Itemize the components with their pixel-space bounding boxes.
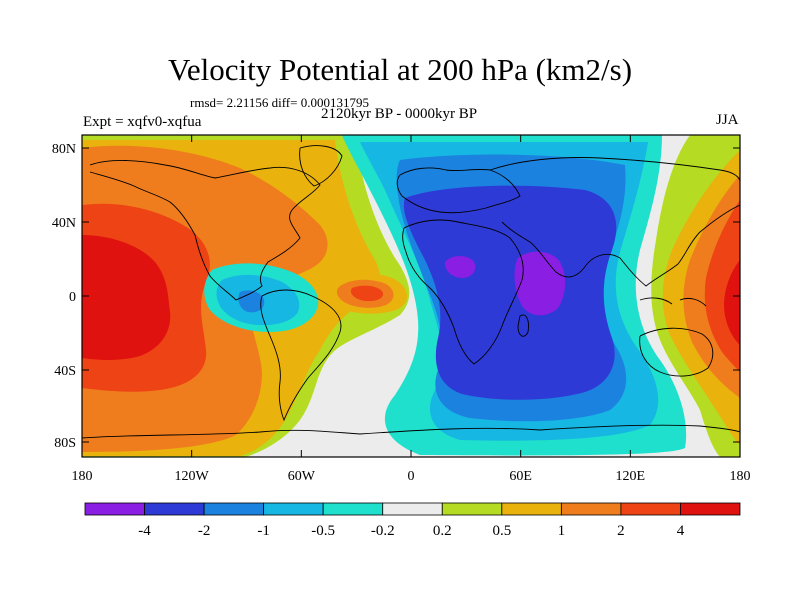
colorbar-swatch [501,502,562,516]
colorbar-swatch [560,502,622,516]
colorbar: -4 -2 -1 -0.5 -0.2 0.2 0.5 1 2 4 [84,502,741,539]
colorbar-swatch [322,502,384,516]
coast-europe [396,167,521,214]
coast-maritime [639,297,707,307]
colorbar-label: -0.2 [371,523,395,539]
colorbar-label: 4 [677,523,685,539]
colorbar-swatch [441,502,503,516]
colorbar-label: 2 [617,523,625,539]
lon-tick-label: 120E [616,469,646,484]
lon-tick-label: 120W [175,469,210,484]
lon-tick-label: 60E [509,469,532,484]
coast-antarctica [82,424,740,439]
coast-asia [489,157,740,287]
neg-africa-2 [403,185,617,400]
experiment-label: Expt = xqfv0-xqfua [83,114,202,130]
lon-tick-label: 180 [72,469,93,484]
coast-north-america [89,160,321,301]
longitude-axis: 180 120W 60W 0 60E 120E 180 [72,135,751,484]
colorbar-label: -4 [138,523,151,539]
lat-tick-label: 40S [54,364,76,379]
period-label: 2120kyr BP - 0000kyr BP [321,106,478,122]
pos-center-atlantic-4 [350,285,384,302]
coast-madagascar [517,314,529,337]
coast-greenland [299,145,343,187]
neg-africa-4a [444,256,476,278]
colorbar-label: 1 [558,523,566,539]
colorbar-swatch [203,502,265,516]
latitude-axis: 80N 40N 0 40S 80S [52,142,740,451]
lat-tick-label: 80S [54,436,76,451]
stats-label: rmsd= 2.21156 diff= 0.000131795 [190,95,369,110]
coastlines [82,145,740,439]
lat-tick-label: 0 [69,290,76,305]
season-label: JJA [716,112,739,128]
contour-field [82,135,740,457]
lat-tick-label: 40N [52,216,76,231]
colorbar-swatch [680,502,741,516]
colorbar-label: -0.5 [311,523,335,539]
colorbar-label: -1 [257,523,270,539]
lon-tick-label: 0 [408,469,415,484]
pos-lobe-east-max [724,260,740,345]
colorbar-swatch [620,502,681,516]
colorbar-swatch [382,502,443,516]
lat-tick-label: 80N [52,142,76,157]
coast-africa [402,219,524,365]
lon-tick-label: 60W [288,469,316,484]
coast-south-america [260,289,342,422]
colorbar-swatch [263,502,324,516]
colorbar-label: -2 [198,523,211,539]
pos-lobe-west-max [82,235,171,360]
coast-australia [639,327,714,377]
colorbar-swatch [144,502,205,516]
colorbar-label: 0.5 [492,523,511,539]
map-title: Velocity Potential at 200 hPa (km2/s) [167,52,633,87]
colorbar-label: 0.2 [433,523,452,539]
lon-tick-label: 180 [730,469,751,484]
colorbar-swatch [84,502,145,516]
